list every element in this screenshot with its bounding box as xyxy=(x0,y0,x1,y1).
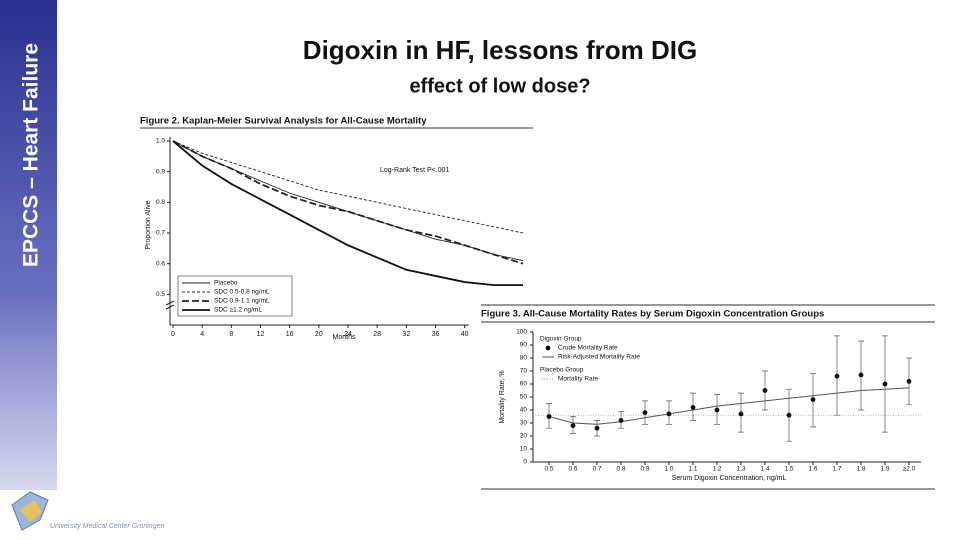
x-tick-label: 24 xyxy=(344,331,352,338)
footer: University Medical Center Groningen xyxy=(50,523,164,530)
x-tick-label: 28 xyxy=(373,331,381,338)
x-tick-label: 1.6 xyxy=(808,466,817,473)
chart-title: Figure 2. Kaplan-Meier Survival Analysis… xyxy=(140,116,427,127)
survival-line xyxy=(172,140,524,262)
sidebar-text: EPCCS – Heart Failure xyxy=(20,43,43,267)
x-tick-label: 8 xyxy=(229,331,233,338)
y-tick-label: 80 xyxy=(520,355,528,362)
annotation: Log-Rank Test P<.001 xyxy=(380,167,449,174)
crude-point xyxy=(810,397,816,402)
crude-point xyxy=(666,411,672,417)
crude-point xyxy=(714,407,720,413)
legend-label: SDC 0.5-0.8 ng/mL xyxy=(214,289,270,296)
crude-point xyxy=(690,405,696,410)
y-tick-label: 0.5 xyxy=(156,291,165,298)
logo xyxy=(11,491,49,531)
legend-label: Crude Mortality Rate xyxy=(558,345,618,352)
survival-line xyxy=(172,140,524,265)
x-tick-label: 1.5 xyxy=(784,466,793,473)
adjusted-line xyxy=(548,387,910,425)
y-tick-label: 60 xyxy=(520,381,528,388)
y-axis-label: Proportion Alive xyxy=(145,200,152,249)
chart-title: Figure 3. All-Cause Mortality Rates by S… xyxy=(481,309,824,320)
legend-label: SDC ≥1.2 ng/mL xyxy=(214,307,262,314)
legend-label: Risk-Adjusted Mortality Rate xyxy=(558,354,640,361)
x-axis-label: Months xyxy=(333,334,356,341)
sidebar xyxy=(0,0,57,490)
x-tick-label: 20 xyxy=(315,331,323,338)
x-tick-label: 1.1 xyxy=(688,466,697,473)
crude-point xyxy=(834,373,840,379)
y-tick-label: 0.6 xyxy=(156,260,165,267)
x-tick-label: 1.7 xyxy=(832,466,841,473)
crude-point xyxy=(642,410,648,415)
survival-line xyxy=(172,140,524,234)
y-tick-label: 40 xyxy=(520,407,528,414)
y-tick-label: 50 xyxy=(520,394,528,401)
y-tick-label: 100 xyxy=(516,329,527,336)
figure-3: Figure 3. All-Cause Mortality Rates by S… xyxy=(478,300,938,492)
y-tick-label: 90 xyxy=(520,342,528,349)
slide-title: Digoxin in HF, lessons from DIG xyxy=(303,35,697,65)
legend-swatch xyxy=(545,345,551,351)
crude-point xyxy=(882,381,888,387)
y-tick-label: 0.7 xyxy=(156,230,165,237)
x-tick-label: 0.5 xyxy=(544,466,553,473)
crude-point xyxy=(738,411,744,417)
y-tick-label: 0 xyxy=(523,459,527,466)
x-tick-label: 4 xyxy=(200,331,204,338)
x-tick-label: 32 xyxy=(402,331,410,338)
x-tick-label: 1.2 xyxy=(712,466,721,473)
x-tick-label: 16 xyxy=(286,331,294,338)
figure-2: Figure 2. Kaplan-Meier Survival Analysis… xyxy=(140,116,533,341)
y-tick-label: 1.0 xyxy=(156,138,165,145)
x-tick-label: 1.9 xyxy=(880,466,889,473)
slide-subtitle: effect of low dose? xyxy=(409,75,590,97)
crude-point xyxy=(570,423,576,428)
figure-background xyxy=(478,300,938,492)
x-tick-label: ≥2.0 xyxy=(903,466,916,473)
y-tick-label: 70 xyxy=(520,368,528,375)
y-tick-label: 0.8 xyxy=(156,199,165,206)
crude-point xyxy=(546,414,552,419)
survival-line xyxy=(172,140,523,287)
x-tick-label: 1.3 xyxy=(736,466,745,473)
legend-label: Placebo xyxy=(214,280,238,287)
crude-point xyxy=(618,418,624,423)
y-tick-label: 20 xyxy=(520,433,528,440)
axis-break xyxy=(165,300,175,310)
y-tick-label: 10 xyxy=(520,446,528,453)
x-axis-label: Serum Digoxin Concentration, ng/mL xyxy=(672,475,787,482)
y-tick-label: 0.9 xyxy=(156,168,165,175)
x-tick-label: 1.8 xyxy=(856,466,865,473)
legend-group: Placebo Group xyxy=(540,367,584,374)
x-tick-label: 0.9 xyxy=(640,466,649,473)
x-tick-label: 0.6 xyxy=(568,466,577,473)
x-tick-label: 0.7 xyxy=(592,466,601,473)
x-tick-label: 1.0 xyxy=(664,466,673,473)
x-tick-label: 36 xyxy=(432,331,440,338)
x-tick-label: 12 xyxy=(257,331,265,338)
crude-point xyxy=(594,425,600,431)
crude-point xyxy=(786,412,792,418)
legend-group: Digoxin Group xyxy=(540,336,582,343)
x-tick-label: 40 xyxy=(461,331,469,338)
x-tick-label: 0 xyxy=(171,331,175,338)
legend-label: SDC 0.9-1.1 ng/mL xyxy=(214,298,270,305)
x-tick-label: 0.8 xyxy=(616,466,625,473)
y-axis-label: Mortality Rate, % xyxy=(499,370,506,423)
x-tick-label: 1.4 xyxy=(760,466,769,473)
crude-point xyxy=(858,372,864,378)
crude-point xyxy=(906,379,912,384)
crude-point xyxy=(762,388,768,393)
y-tick-label: 30 xyxy=(520,420,528,427)
legend-label: Mortality Rate xyxy=(558,376,598,383)
